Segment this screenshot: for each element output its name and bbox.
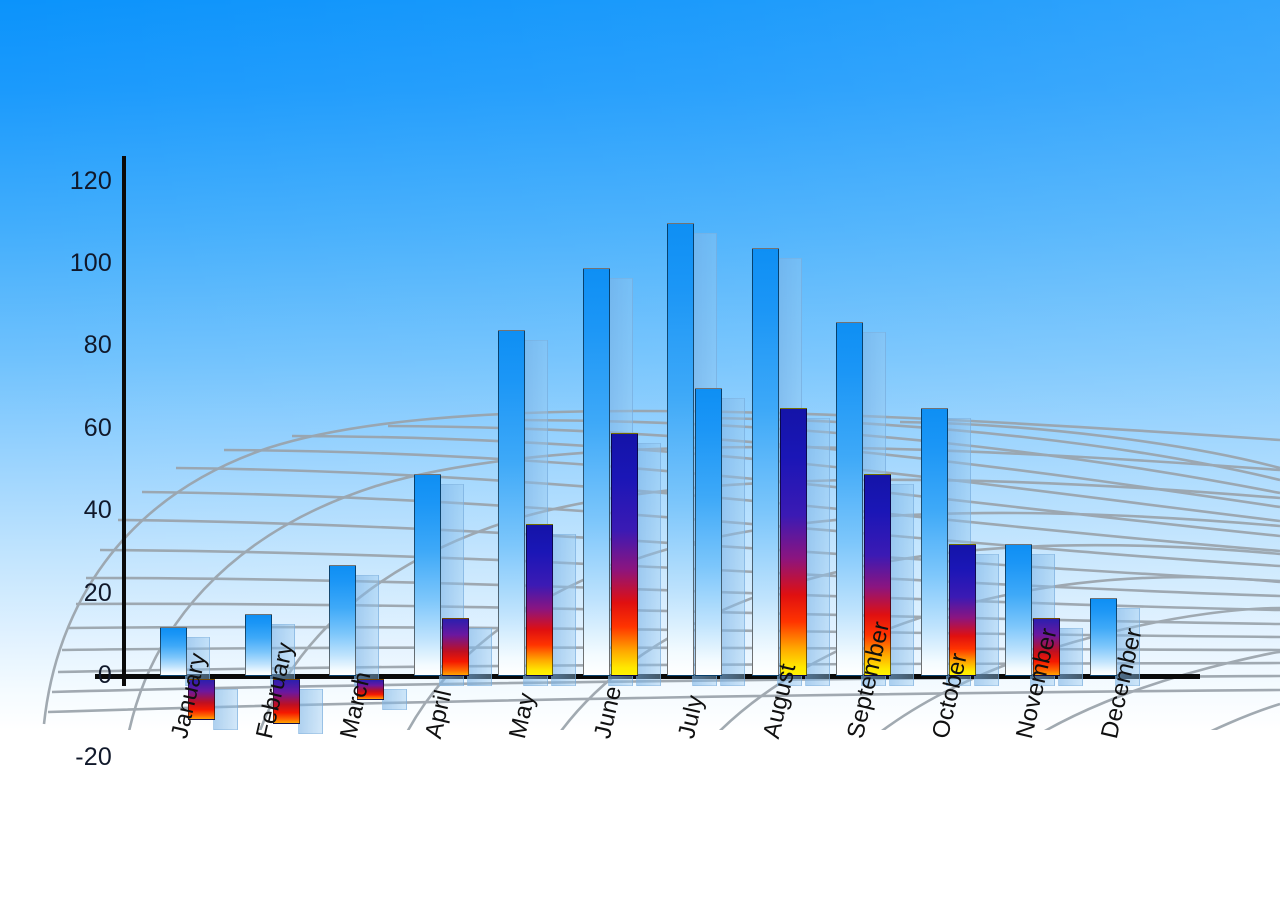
bar-february-series1[interactable] — [244, 614, 272, 676]
bar-july-series2[interactable] — [695, 387, 722, 676]
bar-march-series1[interactable] — [329, 564, 356, 676]
bar-face — [160, 626, 187, 676]
bar-face — [948, 544, 976, 676]
bar-face — [1033, 618, 1060, 676]
bar-face — [329, 564, 356, 676]
bar-face — [695, 387, 722, 676]
bar-depth-shadow — [1058, 628, 1083, 686]
bar-depth-shadow — [382, 689, 407, 710]
bar-depth-shadow — [889, 484, 914, 686]
bar-depth-shadow — [269, 624, 295, 686]
bar-july-series1[interactable] — [667, 222, 694, 676]
bar-depth-shadow — [466, 628, 492, 686]
bar-face — [667, 222, 694, 676]
bar-october-series2[interactable] — [948, 544, 976, 676]
x-label-july: July — [673, 692, 710, 742]
y-tick-60: 60 — [83, 413, 112, 442]
bar-face — [920, 408, 948, 676]
bar-depth-shadow — [185, 636, 210, 686]
y-axis-line — [122, 156, 126, 686]
bar-face — [272, 679, 300, 725]
bar-april-series2[interactable] — [441, 618, 469, 676]
y-tick-80: 80 — [83, 331, 112, 360]
y-tick-120: 120 — [69, 166, 112, 195]
bar-depth-shadow — [635, 442, 661, 686]
bar-face — [441, 618, 469, 676]
bar-january-series2[interactable] — [188, 679, 215, 721]
bar-august-series2[interactable] — [779, 408, 807, 676]
bar-may-series1[interactable] — [498, 329, 525, 676]
bar-face — [779, 408, 807, 676]
bar-march-series2[interactable] — [357, 679, 384, 700]
bar-face — [1089, 597, 1117, 676]
bar-september-series2[interactable] — [864, 474, 891, 676]
bar-november-series2[interactable] — [1033, 618, 1060, 676]
bar-april-series1[interactable] — [413, 474, 441, 676]
bar-november-series1[interactable] — [1005, 544, 1032, 676]
bar-depth-shadow — [297, 689, 323, 735]
bar-depth-shadow — [804, 418, 830, 686]
x-label-may: May — [504, 690, 541, 742]
bar-face — [610, 432, 638, 676]
bar-depth-shadow — [720, 397, 745, 686]
x-label-march: March — [335, 669, 377, 742]
bar-june-series1[interactable] — [582, 268, 610, 676]
bar-face — [357, 679, 384, 700]
y-tick-20: 20 — [83, 578, 112, 607]
bar-january-series1[interactable] — [160, 626, 187, 676]
bar-depth-shadow — [973, 554, 999, 686]
bar-december-series1[interactable] — [1089, 597, 1117, 676]
bar-face — [413, 474, 441, 676]
y-tick-0: 0 — [97, 661, 112, 689]
bar-face — [864, 474, 891, 676]
bar-face — [244, 614, 272, 676]
bar-face — [498, 329, 525, 676]
bar-september-series1[interactable] — [836, 321, 863, 676]
bar-depth-shadow — [213, 689, 238, 731]
bar-face — [526, 523, 553, 676]
bar-october-series1[interactable] — [920, 408, 948, 676]
bar-face — [582, 268, 610, 676]
x-label-june: June — [588, 683, 627, 742]
x-label-april: April — [419, 687, 457, 742]
bar-face — [1005, 544, 1032, 676]
y-tick--20: -20 — [75, 743, 112, 772]
bar-face — [836, 321, 863, 676]
y-tick-40: 40 — [83, 496, 112, 525]
bar-face — [188, 679, 215, 721]
bar-august-series1[interactable] — [751, 247, 779, 676]
bar-depth-shadow — [551, 533, 576, 686]
bar-depth-shadow — [354, 574, 379, 686]
bar-may-series2[interactable] — [526, 523, 553, 676]
bar-june-series2[interactable] — [610, 432, 638, 676]
bar-face — [751, 247, 779, 676]
y-tick-100: 100 — [69, 249, 112, 277]
bar-february-series2[interactable] — [272, 679, 300, 725]
